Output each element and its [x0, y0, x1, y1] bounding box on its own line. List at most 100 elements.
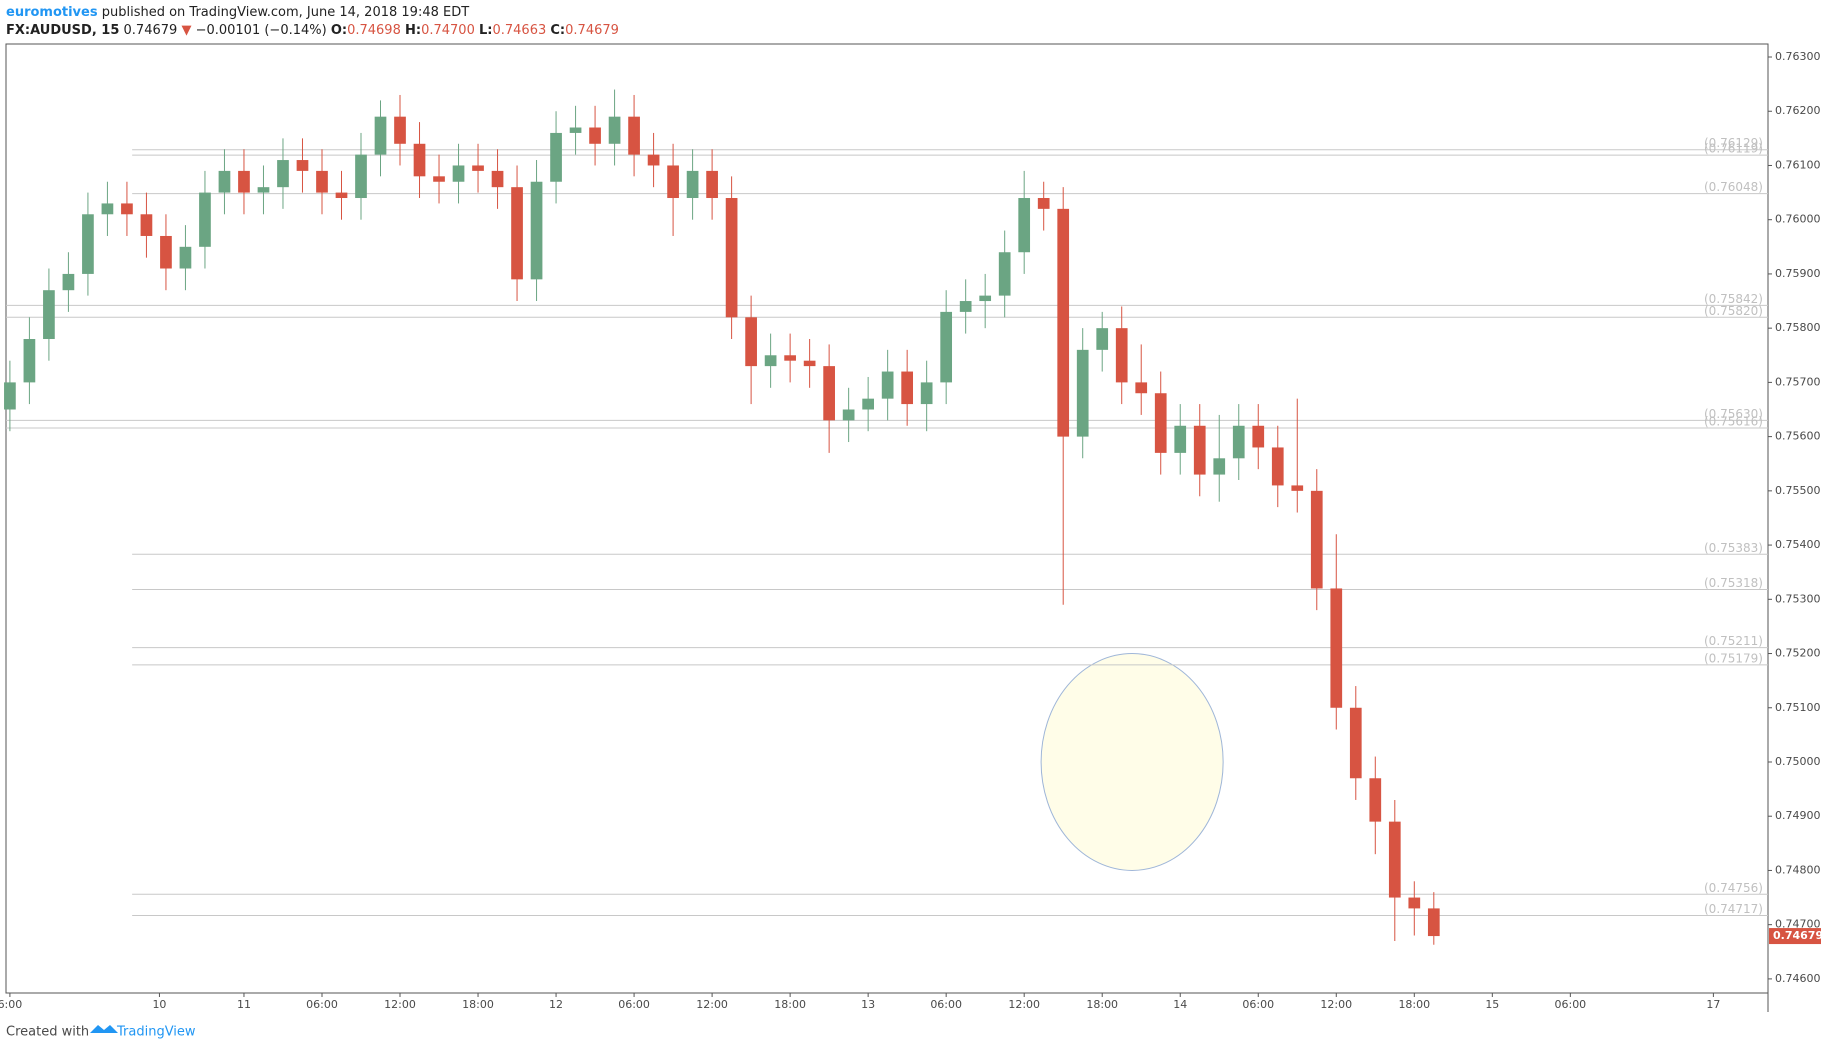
x-tick-label: 14	[1173, 998, 1187, 1011]
level-label: (0.75616)	[1704, 414, 1763, 428]
level-label: (0.75842)	[1704, 292, 1763, 306]
x-tick-label: 11	[237, 998, 251, 1011]
candle-body	[1388, 821, 1401, 898]
candle-body	[550, 132, 562, 182]
x-tick-label: 18:00	[1398, 998, 1430, 1011]
candle-body	[745, 317, 757, 367]
level-label: (0.75820)	[1704, 304, 1763, 318]
candle-body	[62, 273, 75, 291]
candle-body	[1252, 425, 1265, 448]
candle-body	[1408, 897, 1421, 909]
candle-body	[491, 170, 504, 188]
level-label: (0.75383)	[1704, 541, 1763, 555]
candle-body	[296, 160, 309, 171]
candle-body	[1154, 393, 1167, 453]
candle-body	[1057, 208, 1070, 437]
last-price-label: 0.74679	[1773, 929, 1823, 942]
candle-body	[472, 165, 484, 171]
level-label: (0.74717)	[1704, 902, 1763, 916]
level-label: (0.75211)	[1704, 634, 1763, 648]
x-tick-label: 10	[152, 998, 166, 1011]
candle-body	[1115, 328, 1128, 383]
candle-body	[979, 295, 992, 302]
x-tick-label: 06:00	[930, 998, 962, 1011]
level-label: (0.76129)	[1704, 136, 1763, 150]
o-label: O:	[331, 23, 347, 38]
candle-body	[686, 170, 699, 199]
x-tick-label: 15	[1485, 998, 1499, 1011]
x-tick-label: 06:00	[618, 998, 650, 1011]
y-tick-label: 0.75000	[1775, 755, 1821, 768]
candle-body	[862, 398, 874, 410]
candle-body	[1310, 490, 1323, 589]
candle-body	[238, 170, 250, 193]
candle-body	[1096, 328, 1109, 350]
candle-body	[901, 371, 914, 405]
level-label: (0.75318)	[1704, 576, 1763, 590]
candle-body	[43, 290, 55, 340]
candle-body	[374, 116, 387, 155]
candle-body	[121, 203, 133, 215]
logo[interactable]	[90, 1025, 118, 1033]
candle-body	[764, 355, 777, 367]
candle-body	[316, 170, 328, 193]
candle-body	[1369, 778, 1382, 822]
x-tick-label: 18:00	[462, 998, 494, 1011]
level-label: (0.75179)	[1704, 651, 1763, 665]
candle-body	[842, 409, 855, 421]
x-tick-label: 06:00	[1554, 998, 1586, 1011]
candle-body	[1427, 908, 1440, 937]
y-tick-label: 0.75200	[1775, 647, 1821, 660]
last: 0.74679	[124, 23, 178, 38]
candle-body	[569, 127, 582, 133]
candle-body	[803, 360, 816, 367]
candle-body	[413, 143, 426, 177]
y-tick-label: 0.75300	[1775, 592, 1821, 605]
h-label: H:	[405, 23, 421, 38]
high: 0.74700	[421, 23, 475, 38]
x-tick-label: 13	[861, 998, 875, 1011]
symbol: FX:AUDUSD, 15	[6, 23, 119, 38]
last-price-tag	[1769, 928, 1821, 945]
candle-body	[511, 187, 523, 280]
y-tick-label: 0.74900	[1775, 809, 1821, 822]
arrow: ▼	[181, 23, 191, 38]
candle-body	[1232, 425, 1245, 459]
y-tick-label: 0.75700	[1775, 375, 1821, 388]
candle-body	[667, 165, 679, 199]
level-label: (0.75630)	[1704, 407, 1763, 421]
brand[interactable]: TradingView	[116, 1025, 196, 1040]
change: −0.00101 (−0.14%)	[196, 23, 327, 38]
candle-body	[277, 160, 289, 188]
candle-body	[706, 170, 718, 199]
candle-body	[823, 366, 835, 421]
y-tick-label: 0.74700	[1775, 918, 1821, 931]
x-tick-label: 18:00	[1086, 998, 1118, 1011]
candle-body	[23, 339, 36, 383]
x-tick-label: 12	[549, 998, 563, 1011]
candle-body	[140, 214, 153, 236]
header-line: euromotives published on TradingView.com…	[6, 5, 469, 20]
candle-body	[589, 127, 601, 144]
candle-body	[433, 176, 445, 182]
l-label: L:	[479, 23, 492, 38]
level-label: (0.76119)	[1704, 142, 1763, 156]
author[interactable]: euromotives	[6, 5, 98, 20]
candle-body	[881, 371, 894, 399]
candle-body	[628, 116, 640, 155]
y-tick-label: 0.75800	[1775, 321, 1821, 334]
candle-body	[1018, 198, 1031, 253]
candle-body	[335, 192, 348, 199]
candle-body	[725, 198, 738, 318]
x-tick-label: 06:00	[306, 998, 338, 1011]
candle-body	[940, 311, 953, 383]
y-tick-label: 0.76300	[1775, 50, 1821, 63]
y-tick-label: 0.75100	[1775, 701, 1821, 714]
y-tick-label: 0.76100	[1775, 158, 1821, 171]
candle-body	[647, 154, 660, 166]
y-tick-label: 0.74800	[1775, 863, 1821, 876]
y-tick-label: 0.76000	[1775, 213, 1821, 226]
x-tick-label: 12:00	[384, 998, 416, 1011]
